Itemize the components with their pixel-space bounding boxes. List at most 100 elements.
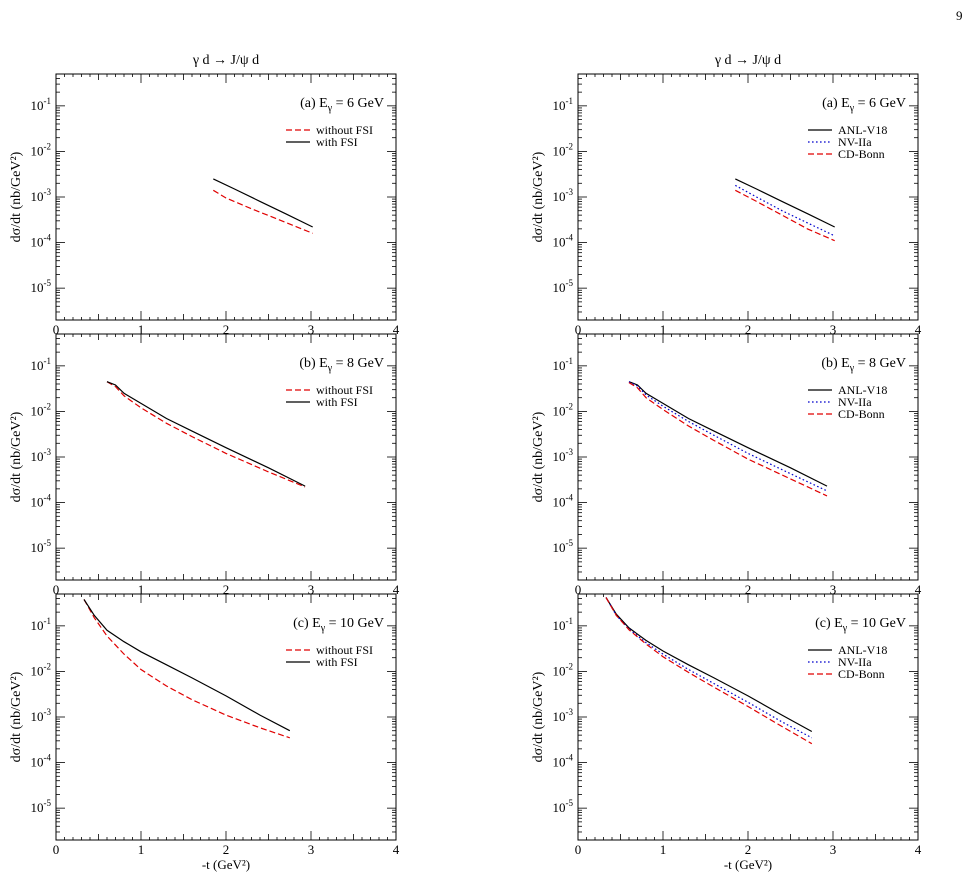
chart-panel-r1: 0 1 2 3 4 10-1 10-2 10-3 10-4 10-5 dσ/dt (nb/GeV²)… — [531, 53, 922, 337]
x-tick-label: 0 — [53, 842, 60, 857]
series-line-nv-iia — [735, 184, 835, 237]
y-axis-label: dσ/dt (nb/GeV²) — [531, 411, 546, 502]
panel-label: (c) Eγ = 10 GeV — [815, 616, 906, 634]
y-tick-label: 10-5 — [553, 798, 574, 815]
y-axis-label: dσ/dt (nb/GeV²) — [531, 151, 546, 242]
panel-label: (b) Eγ = 8 GeV — [821, 356, 906, 374]
y-tick-label: 10-1 — [553, 616, 574, 633]
x-tick-label: 0 — [575, 582, 582, 597]
series-line-without-fsi — [83, 599, 290, 739]
y-axis-label: dσ/dt (nb/GeV²) — [531, 671, 546, 762]
x-tick-label: 2 — [223, 582, 230, 597]
x-tick-label: 4 — [915, 842, 922, 857]
x-tick-label: 2 — [745, 322, 752, 337]
x-tick-label: 2 — [745, 582, 752, 597]
x-tick-label: 3 — [308, 842, 315, 857]
series-line-nv-iia — [605, 597, 813, 739]
legend-label: ANL-V18 — [838, 383, 887, 397]
x-tick-label: 2 — [223, 842, 230, 857]
x-tick-label: 3 — [308, 582, 315, 597]
series-line-without-fsi — [212, 189, 313, 234]
y-tick-label: 10-3 — [31, 187, 52, 204]
series-line-anl-v18 — [735, 178, 835, 228]
x-tick-label: 3 — [308, 322, 315, 337]
x-tick-label: 0 — [575, 322, 582, 337]
chart-panel-l2: 0 1 2 3 4 10-1 10-2 10-3 10-4 10-5 dσ/dt (nb/GeV²)… — [9, 333, 400, 597]
legend-label: CD-Bonn — [838, 667, 885, 681]
y-tick-label: 10-2 — [553, 401, 574, 418]
legend-label: with FSI — [316, 395, 358, 409]
x-tick-label: 0 — [53, 582, 60, 597]
y-tick-label: 10-3 — [553, 447, 574, 464]
series-line-cd-bonn — [605, 597, 813, 745]
x-tick-label: 2 — [223, 322, 230, 337]
series-line-anl-v18 — [605, 597, 813, 733]
legend-label: NV-IIa — [838, 135, 872, 149]
legend-label: ANL-V18 — [838, 643, 887, 657]
legend-label: NV-IIa — [838, 655, 872, 669]
legend-label: ANL-V18 — [838, 123, 887, 137]
chart-panel-l3: 0 1 2 3 4 10-1 10-2 10-3 10-4 10-5 dσ/dt (nb/GeV²)… — [9, 593, 400, 872]
y-tick-label: 10-1 — [31, 96, 52, 113]
x-tick-label: 4 — [393, 842, 400, 857]
y-tick-label: 10-1 — [553, 356, 574, 373]
series-line-cd-bonn — [735, 189, 835, 242]
x-tick-label: 3 — [830, 322, 837, 337]
y-axis-label: dσ/dt (nb/GeV²) — [9, 411, 24, 502]
legend-label: with FSI — [316, 135, 358, 149]
x-axis-label: -t (GeV²) — [202, 857, 250, 872]
legend-label: without FSI — [316, 123, 373, 137]
y-axis-label: dσ/dt (nb/GeV²) — [9, 671, 24, 762]
legend-label: without FSI — [316, 643, 373, 657]
y-tick-label: 10-4 — [553, 233, 574, 250]
x-tick-label: 3 — [830, 582, 837, 597]
x-tick-label: 4 — [915, 582, 922, 597]
x-tick-label: 1 — [138, 322, 145, 337]
y-tick-label: 10-3 — [553, 187, 574, 204]
series-line-nv-iia — [628, 381, 828, 492]
x-tick-label: 1 — [660, 322, 667, 337]
y-tick-label: 10-5 — [31, 798, 52, 815]
y-tick-label: 10-2 — [31, 141, 52, 158]
chart-panel-r3: 0 1 2 3 4 10-1 10-2 10-3 10-4 10-5 dσ/dt (nb/GeV²)… — [531, 593, 922, 872]
series-line-with-fsi — [213, 178, 313, 228]
series-line-anl-v18 — [628, 381, 828, 487]
y-tick-label: 10-2 — [553, 141, 574, 158]
y-tick-label: 10-4 — [553, 753, 574, 770]
legend-label: NV-IIa — [838, 395, 872, 409]
y-tick-label: 10-3 — [31, 447, 52, 464]
y-tick-label: 10-2 — [553, 661, 574, 678]
y-tick-label: 10-1 — [553, 96, 574, 113]
x-axis-label: -t (GeV²) — [724, 857, 772, 872]
page-number: 9 — [956, 8, 963, 23]
series-line-cd-bonn — [628, 382, 828, 497]
series-line-with-fsi — [83, 599, 291, 732]
x-tick-label: 4 — [393, 582, 400, 597]
series-line-with-fsi — [106, 381, 306, 487]
x-tick-label: 2 — [745, 842, 752, 857]
series-line-without-fsi — [106, 381, 306, 488]
legend-label: CD-Bonn — [838, 147, 885, 161]
y-tick-label: 10-1 — [31, 356, 52, 373]
y-tick-label: 10-5 — [553, 278, 574, 295]
legend-label: with FSI — [316, 655, 358, 669]
legend-label: without FSI — [316, 383, 373, 397]
x-tick-label: 0 — [53, 322, 60, 337]
y-tick-label: 10-4 — [553, 493, 574, 510]
chart-panel-r2: 0 1 2 3 4 10-1 10-2 10-3 10-4 10-5 dσ/dt (nb/GeV²)… — [531, 333, 922, 597]
x-tick-label: 1 — [138, 582, 145, 597]
y-tick-label: 10-4 — [31, 233, 52, 250]
y-tick-label: 10-5 — [31, 278, 52, 295]
y-tick-label: 10-3 — [31, 707, 52, 724]
y-tick-label: 10-2 — [31, 401, 52, 418]
x-tick-label: 4 — [393, 322, 400, 337]
y-tick-label: 10-4 — [31, 493, 52, 510]
x-tick-label: 1 — [660, 842, 667, 857]
y-axis-label: dσ/dt (nb/GeV²) — [9, 151, 24, 242]
x-tick-label: 1 — [138, 842, 145, 857]
panel-label: (a) Eγ = 6 GeV — [300, 96, 384, 114]
y-tick-label: 10-3 — [553, 707, 574, 724]
y-tick-label: 10-1 — [31, 616, 52, 633]
legend-label: CD-Bonn — [838, 407, 885, 421]
